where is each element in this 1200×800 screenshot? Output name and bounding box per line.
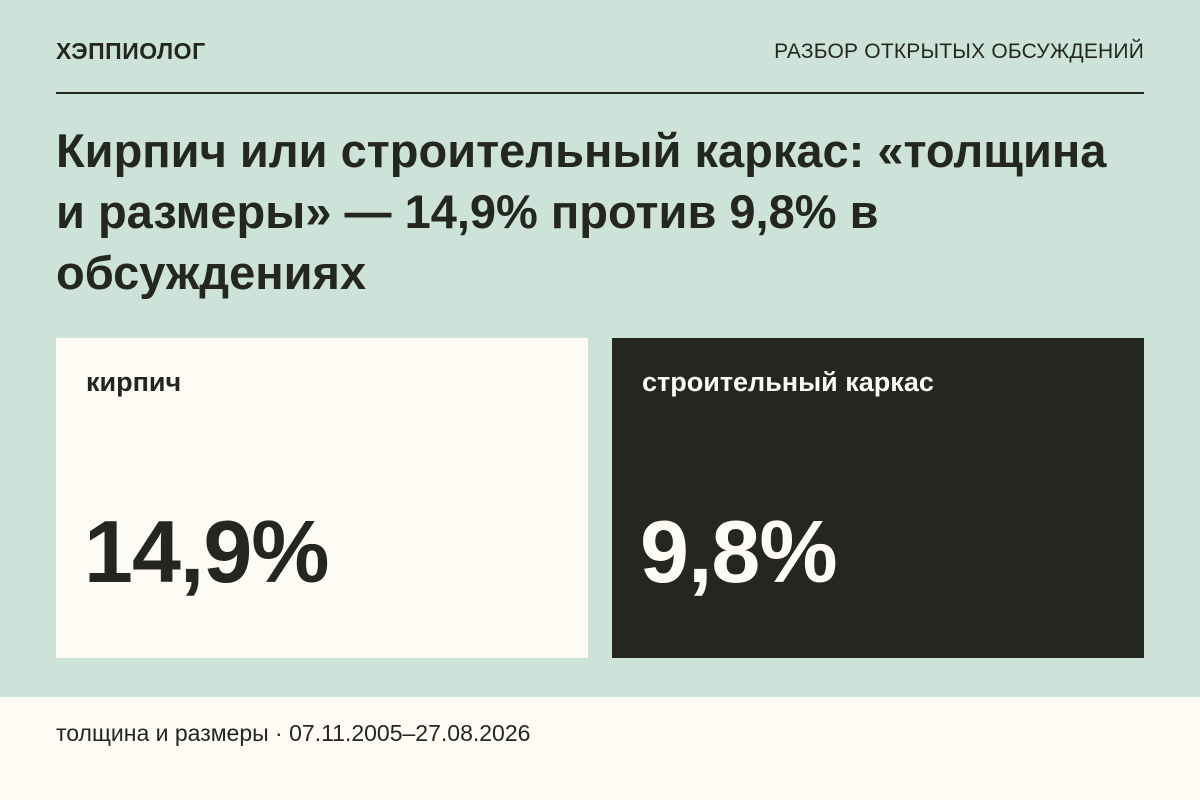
card-frame-value: 9,8%	[640, 502, 838, 601]
header: ХЭППИОЛОГ РАЗБОР ОТКРЫТЫХ ОБСУЖДЕНИЙ	[56, 36, 1144, 94]
headline: Кирпич или строительный каркас: «толщина…	[56, 124, 1107, 299]
brand-name: ХЭППИОЛОГ	[56, 38, 206, 64]
footer: толщина и размеры · 07.11.2005–27.08.202…	[0, 697, 1200, 800]
footer-caption: толщина и размеры · 07.11.2005–27.08.202…	[56, 720, 531, 746]
card-frame-label: строительный каркас	[642, 367, 934, 397]
card-brick-label: кирпич	[86, 367, 182, 397]
card-brick-value: 14,9%	[84, 502, 330, 601]
card-frame: строительный каркас 9,8%	[612, 338, 1144, 658]
card-brick: кирпич 14,9%	[56, 338, 588, 658]
section-title: РАЗБОР ОТКРЫТЫХ ОБСУЖДЕНИЙ	[774, 40, 1144, 63]
